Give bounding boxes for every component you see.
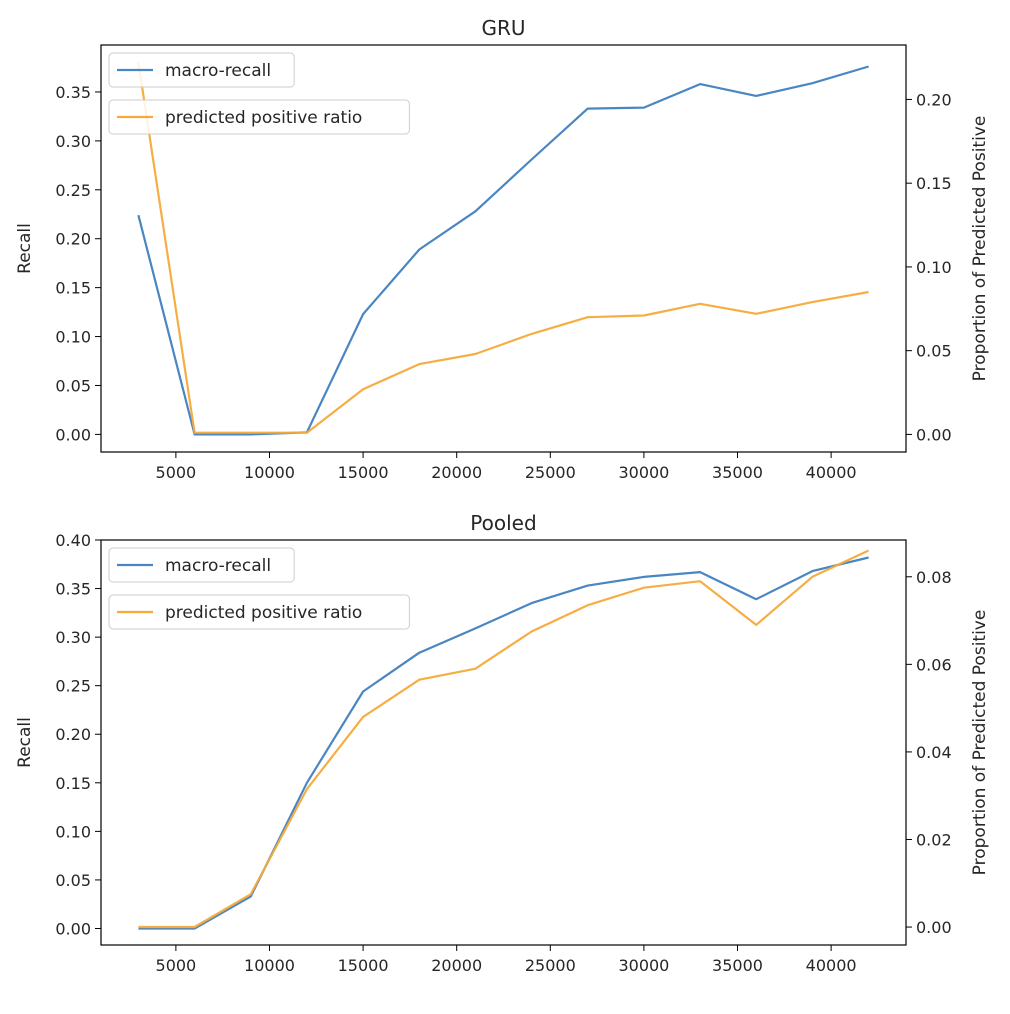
pooled-y2-tick-label: 0.04 [916,743,952,762]
legend-box [108,99,410,135]
pooled-y-tick-label: 0.00 [55,919,91,938]
gru-x-tick-label: 10000 [244,463,295,482]
pooled-y-tick-label: 0.25 [55,677,91,696]
gru-y-tick-label: 0.25 [55,181,91,200]
pooled-y-tick-label: 0.30 [55,628,91,647]
pooled-y2label: Proportion of Predicted Positive [970,610,990,876]
pooled-series-predicted-positive-ratio-line [138,549,870,929]
legend-label: macro-recall [165,556,271,576]
gru-y2label: Proportion of Predicted Positive [970,116,990,382]
pooled-y2-tick-label: 0.00 [916,918,952,937]
pooled-title: Pooled [470,511,536,535]
pooled-x-tick-label: 25000 [525,956,576,975]
gru-y-tick-label: 0.30 [55,132,91,151]
gru-y-tick-label: 0.00 [55,425,91,444]
pooled-x-tick-label: 5000 [156,956,197,975]
pooled-y2-tick-label: 0.08 [916,568,952,587]
legend-label: macro-recall [165,61,271,81]
pooled-panel: Pooled 5000 10000 15000 20000 25000 30000 35000… [15,511,990,975]
gru-panel: GRU 5000 10000 15000 20000 25000 30000 35000 400… [15,16,990,482]
pooled-legend-predicted-positive-ratio: predicted positive ratio [108,594,410,630]
pooled-x-tick-label: 10000 [244,956,295,975]
gru-x-tick-label: 30000 [618,463,669,482]
gru-x-tick-label: 5000 [156,463,197,482]
pooled-y-tick-label: 0.10 [55,822,91,841]
legend-box [108,52,295,88]
gru-y2-tick-label: 0.10 [916,258,952,277]
pooled-plot-frame [100,539,907,946]
pooled-y-tick-label: 0.40 [55,531,91,550]
pooled-y-tick-label: 0.15 [55,774,91,793]
pooled-ylabel: Recall [15,717,35,768]
gru-y2-tick-label: 0.20 [916,90,952,109]
legend-label: predicted positive ratio [165,603,362,623]
pooled-x-tick-label: 40000 [806,956,857,975]
pooled-x-tick-label: 35000 [712,956,763,975]
gru-x-tick-label: 25000 [525,463,576,482]
gru-y-tick-label: 0.35 [55,83,91,102]
gru-y2-tick-label: 0.05 [916,342,952,361]
gru-y-tick-label: 0.05 [55,376,91,395]
legend-box [108,547,295,583]
legend-box [108,594,410,630]
gru-series-macro-recall-line [137,65,869,436]
pooled-y-tick-label: 0.05 [55,871,91,890]
gru-x-tick-label: 20000 [431,463,482,482]
pooled-legend-macro-recall: macro-recall [108,547,295,583]
gru-x-tick-label: 35000 [712,463,763,482]
gru-x-tick-label: 40000 [806,463,857,482]
gru-plot-frame [100,44,907,453]
gru-y-tick-label: 0.20 [55,230,91,249]
gru-x-tick-label: 15000 [338,463,389,482]
pooled-y-tick-label: 0.35 [55,580,91,599]
gru-series-predicted-positive-ratio-line [137,62,869,434]
gru-y2-tick-label: 0.15 [916,174,952,193]
pooled-y-tick-label: 0.20 [55,725,91,744]
gru-ylabel: Recall [15,223,35,274]
gru-title: GRU [481,16,525,40]
pooled-x-tick-label: 15000 [338,956,389,975]
gru-legend-predicted-positive-ratio: predicted positive ratio [108,99,410,135]
gru-legend-macro-recall: macro-recall [108,52,295,88]
pooled-y2-tick-label: 0.06 [916,655,952,674]
gru-y-tick-label: 0.10 [55,328,91,347]
pooled-y2-tick-label: 0.02 [916,830,952,849]
gru-y2-tick-label: 0.00 [916,425,952,444]
pooled-x-tick-label: 30000 [618,956,669,975]
pooled-x-tick-label: 20000 [431,956,482,975]
legend-label: predicted positive ratio [165,108,362,128]
gru-y-tick-label: 0.15 [55,279,91,298]
